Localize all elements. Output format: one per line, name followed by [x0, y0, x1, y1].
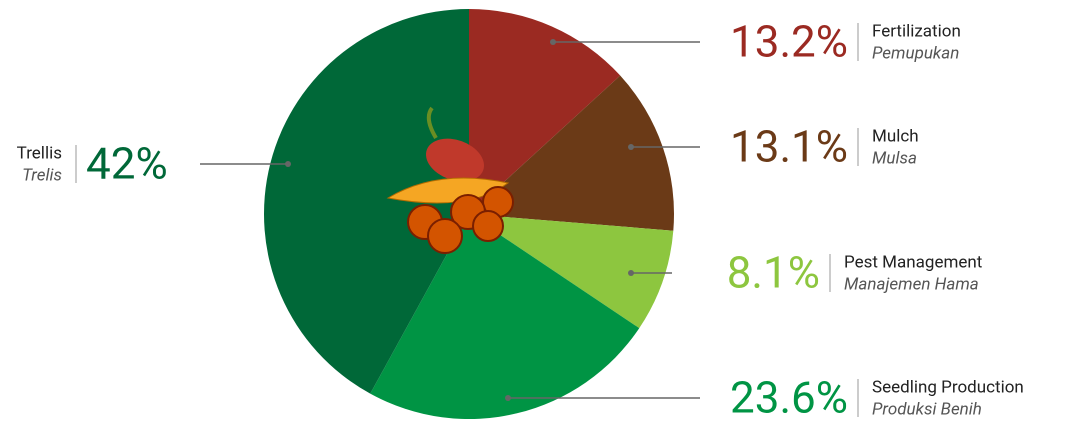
category-label: Seedling Production: [872, 377, 1024, 397]
category-label: Mulch: [872, 126, 919, 146]
percent-label: 42%: [86, 138, 168, 190]
stem: [426, 106, 438, 140]
percent-label: 13.2%: [730, 16, 848, 68]
pepper-icon: [386, 106, 514, 254]
translation-label: Trelis: [22, 165, 62, 185]
pepper: [425, 138, 485, 182]
category-label: Pest Management: [844, 252, 982, 272]
leader-dot: [505, 395, 511, 401]
pepper: [386, 177, 510, 204]
translation-label: Produksi Benih: [872, 399, 982, 419]
leader-dot: [285, 161, 291, 167]
pie-slice: [469, 75, 674, 231]
category-label: Trellis: [17, 143, 62, 163]
translation-label: Manajemen Hama: [844, 274, 979, 294]
pie-slice: [370, 214, 640, 420]
translation-label: Mulsa: [872, 148, 917, 168]
leader-dot: [628, 270, 634, 276]
pie: [264, 9, 674, 420]
category-label: Fertilization: [872, 21, 961, 41]
leader-dot: [550, 39, 556, 45]
leader-dot: [628, 144, 634, 150]
percent-label: 13.1%: [730, 121, 848, 173]
pie-slice: [264, 9, 469, 394]
percent-label: 8.1%: [727, 247, 820, 299]
pie-slice: [469, 9, 621, 214]
slices: [407, 186, 514, 254]
translation-label: Pemupukan: [872, 43, 959, 63]
percent-label: 23.6%: [730, 372, 848, 421]
pie-slice: [469, 214, 674, 329]
